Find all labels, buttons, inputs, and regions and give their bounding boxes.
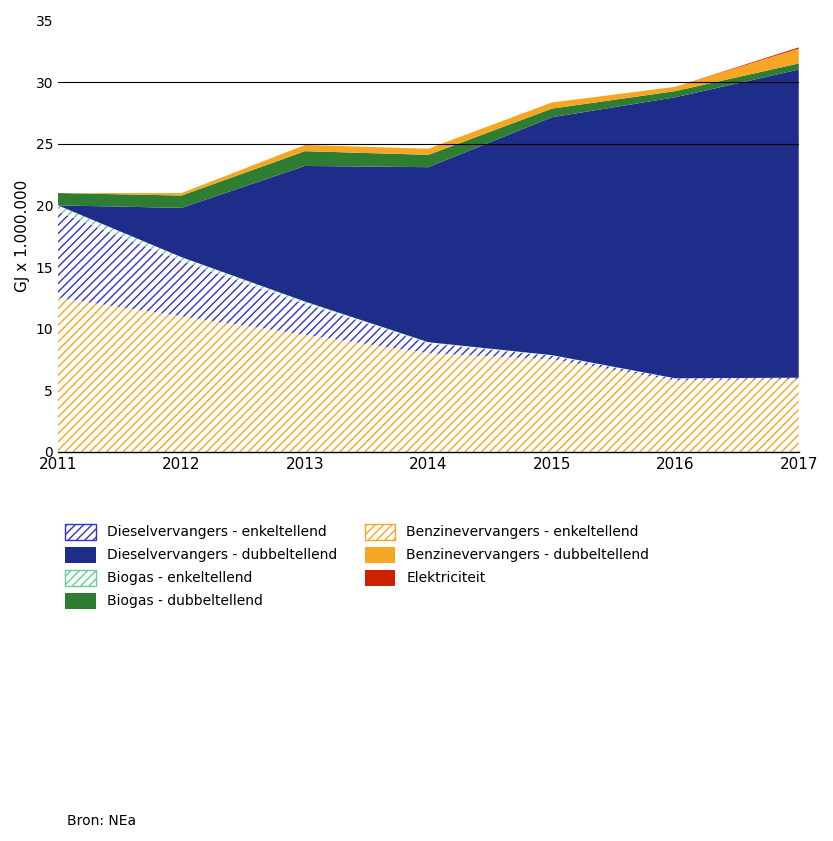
Legend: Dieselvervangers - enkeltellend, Dieselvervangers - dubbeltellend, Biogas - enke: Dieselvervangers - enkeltellend, Dieselv…: [65, 524, 650, 609]
Text: Bron: NEa: Bron: NEa: [67, 814, 136, 828]
Y-axis label: GJ x 1.000.000: GJ x 1.000.000: [15, 180, 30, 293]
